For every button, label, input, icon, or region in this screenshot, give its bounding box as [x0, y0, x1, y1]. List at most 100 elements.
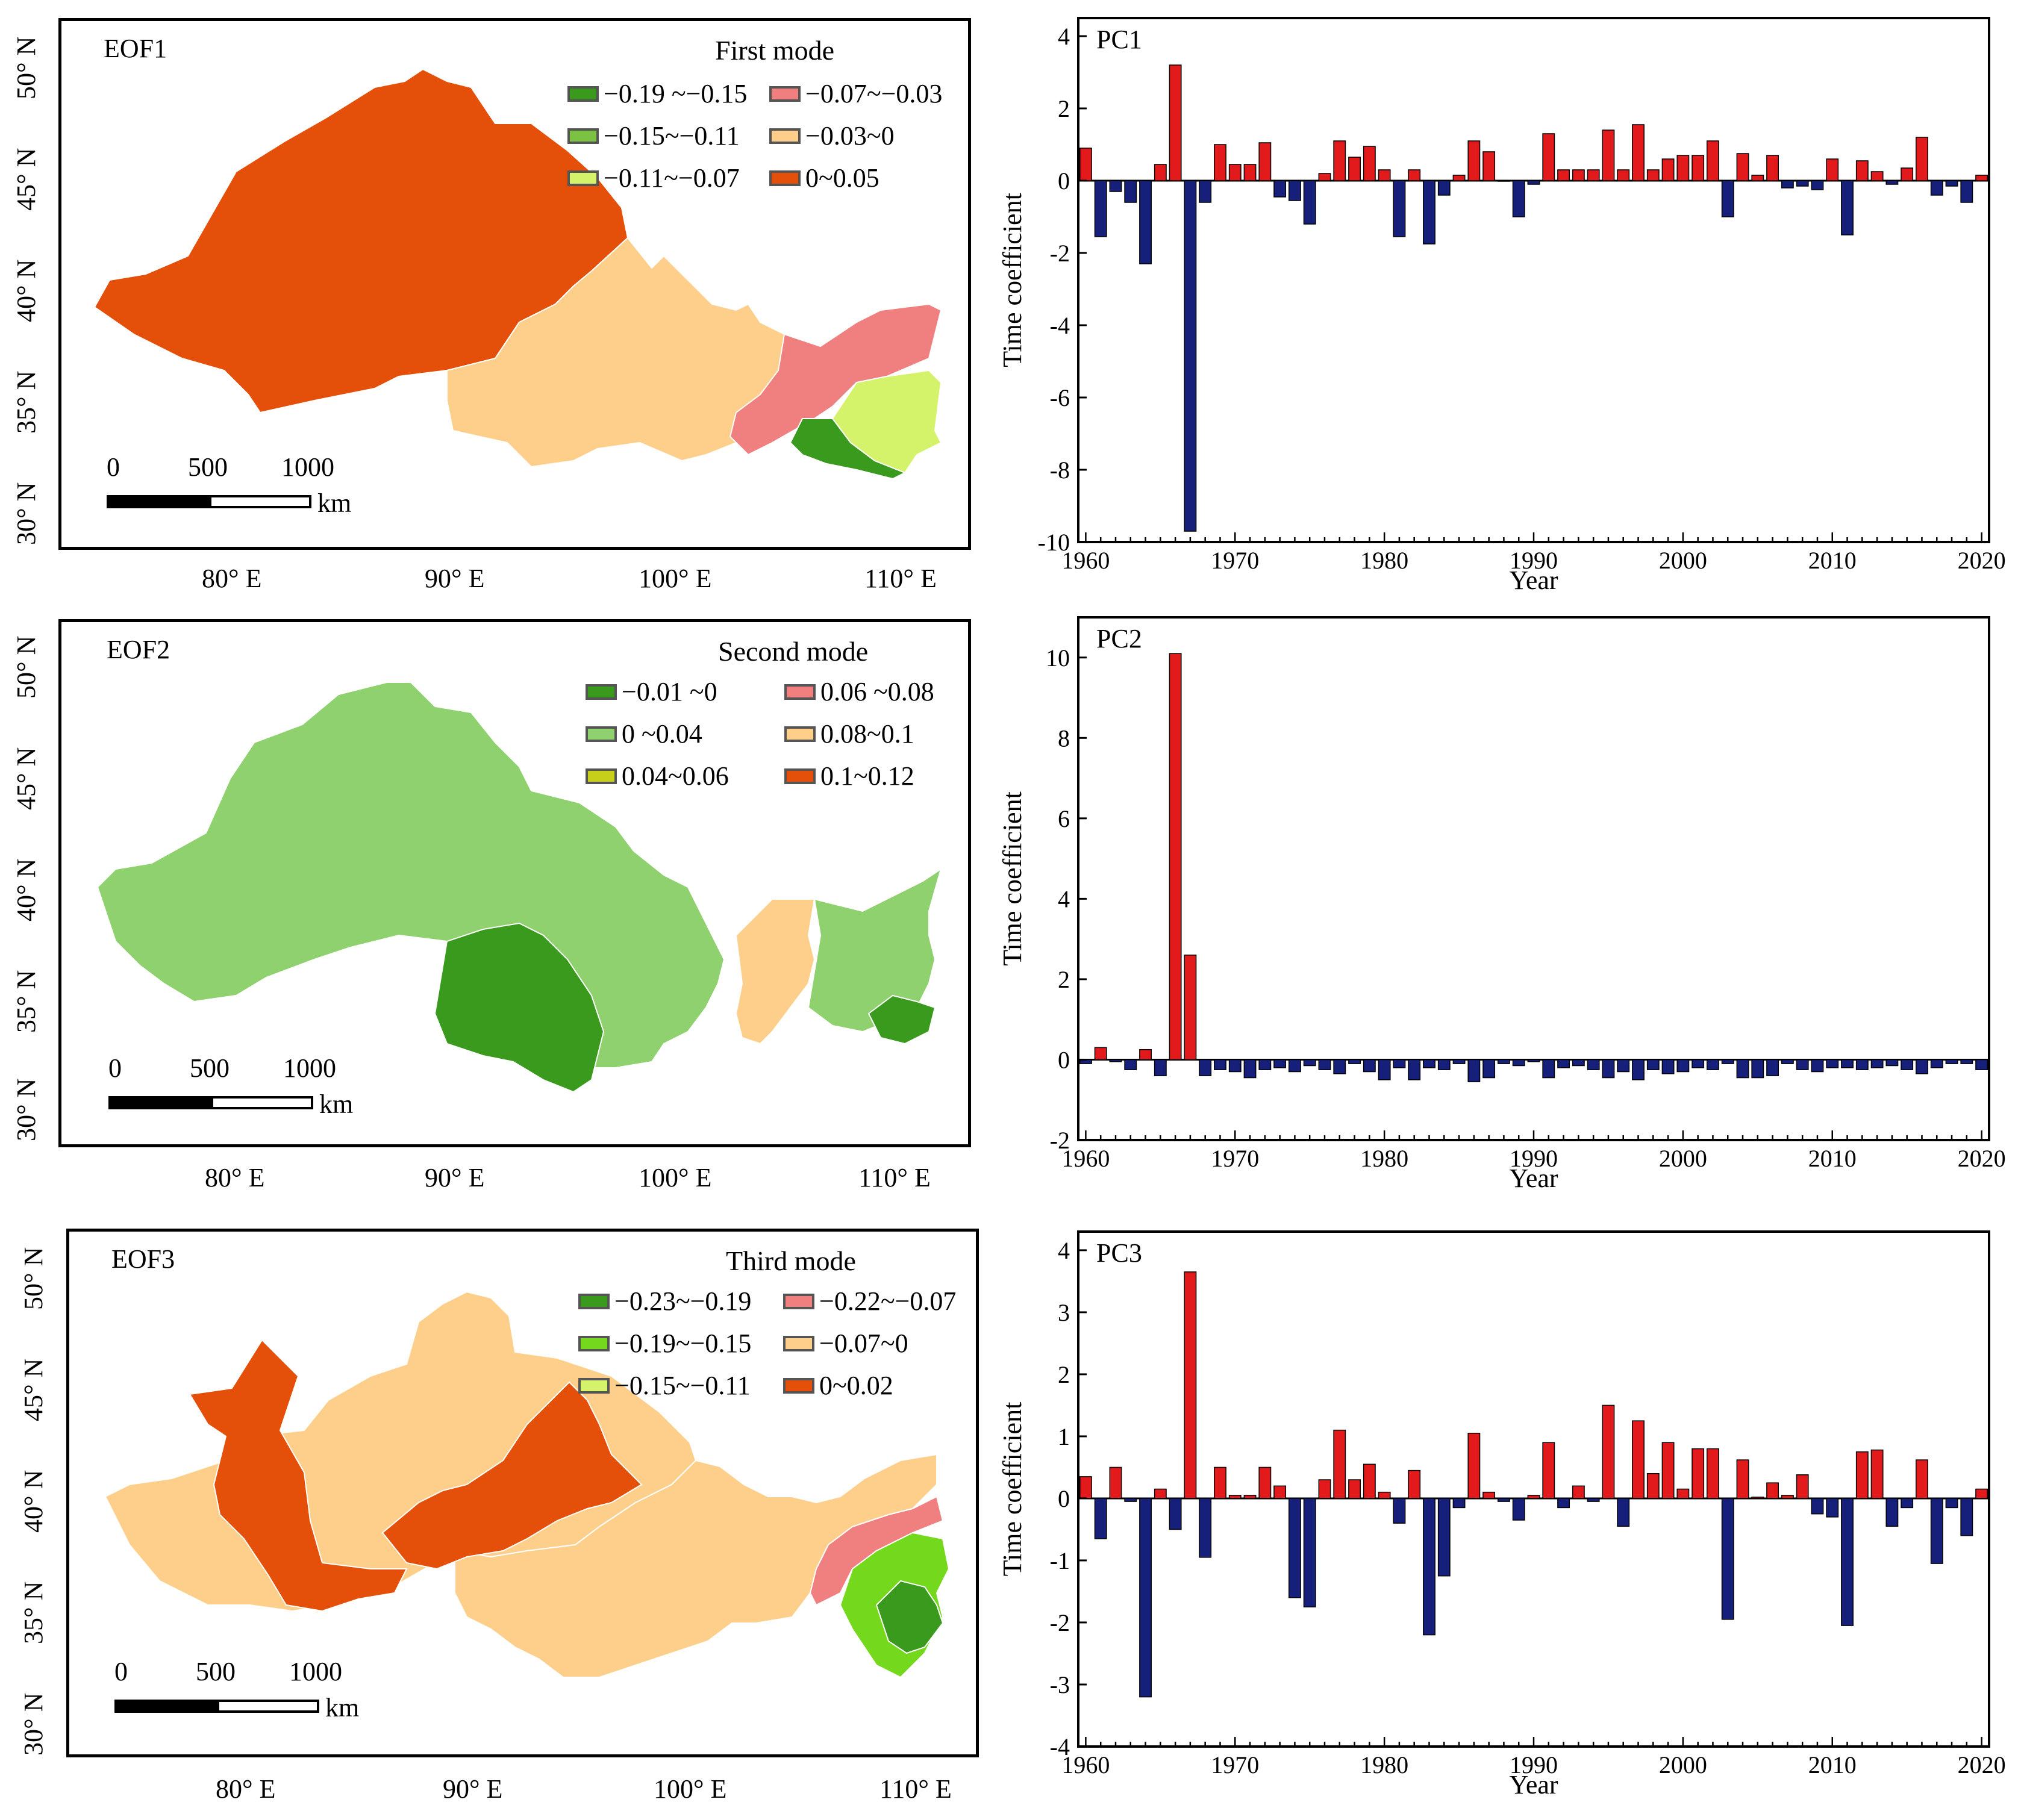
- bar: [1870, 1059, 1884, 1068]
- bar: [1617, 1059, 1630, 1073]
- scale-bar: 0 500 1000: [108, 1053, 336, 1109]
- bar: [1094, 1498, 1107, 1539]
- scale-unit: km: [325, 1693, 360, 1722]
- region-east-b: [875, 1580, 944, 1654]
- legend-item: 0~0.02: [783, 1370, 893, 1401]
- legend-swatch: [567, 128, 599, 144]
- scale-unit: km: [319, 1089, 354, 1119]
- bar: [1916, 1059, 1928, 1074]
- bar: [1437, 1059, 1451, 1070]
- bar: [1721, 180, 1734, 217]
- y-tick-label: 4: [1058, 23, 1070, 50]
- legend-title-eof3: Third mode: [726, 1245, 856, 1276]
- lon-label: 90° E: [425, 1163, 485, 1192]
- region-northwest: [93, 68, 629, 414]
- region-plateau-east: [434, 922, 605, 1093]
- bar: [1228, 1495, 1242, 1499]
- bar: [1901, 167, 1914, 181]
- bar: [1214, 144, 1226, 181]
- x-tick-label: 1960: [1061, 1145, 1110, 1172]
- legend-title-eof2: Second mode: [718, 636, 869, 667]
- bar: [1258, 142, 1272, 181]
- y-tick-label: 10: [1046, 644, 1070, 672]
- bar: [1363, 146, 1376, 181]
- bar: [1527, 1495, 1540, 1499]
- scale-bar: 0 500 1000: [107, 452, 334, 508]
- map-title-eof3: EOF3: [111, 1244, 175, 1274]
- bar: [1796, 180, 1809, 187]
- bar: [1901, 1059, 1914, 1070]
- bar: [1736, 1459, 1749, 1499]
- lat-label: 30° N: [11, 1078, 41, 1141]
- bar: [1885, 180, 1899, 185]
- bar: [1975, 1059, 1988, 1070]
- bar: [1542, 133, 1555, 181]
- scale-bar-white: [211, 1096, 313, 1109]
- bar: [1393, 1498, 1406, 1524]
- bar: [1348, 1479, 1361, 1499]
- lat-label: 30° N: [19, 1692, 48, 1756]
- bar: [1482, 151, 1496, 181]
- bar: [1855, 1059, 1869, 1070]
- bar: [1452, 1059, 1466, 1064]
- lat-label: 45° N: [11, 148, 41, 211]
- legend-item: −0.01 ~0: [586, 676, 717, 707]
- y-tick-label: -4: [1050, 1733, 1070, 1760]
- lat-label: 35° N: [19, 1581, 48, 1644]
- bar: [1452, 175, 1466, 181]
- x-tick-label: 2020: [1958, 547, 2006, 574]
- lat-label: 40° N: [19, 1469, 48, 1533]
- bar: [1124, 1498, 1137, 1502]
- y-tick-label: 2: [1058, 95, 1070, 122]
- legend-item: −0.23~−0.19: [578, 1286, 751, 1317]
- legend-swatch: [784, 726, 816, 742]
- bar: [1467, 1433, 1481, 1499]
- bar: [1975, 175, 1988, 181]
- y-axis-label: Time coefficient: [998, 193, 1027, 367]
- bar: [1184, 1271, 1197, 1499]
- bar: [1766, 1482, 1779, 1499]
- bar: [1676, 1059, 1690, 1073]
- y-tick-label: -6: [1050, 384, 1070, 411]
- bar: [1288, 1498, 1301, 1598]
- bar: [1527, 180, 1540, 185]
- bar: [1930, 1059, 1943, 1068]
- bar: [1378, 169, 1391, 181]
- y-tick-label: 8: [1058, 725, 1070, 752]
- bar: [1363, 1463, 1376, 1499]
- bar: [1557, 1059, 1570, 1068]
- bar: [1721, 1059, 1734, 1064]
- lat-label: 45° N: [19, 1358, 48, 1421]
- bar: [1692, 155, 1705, 181]
- bar: [1646, 1473, 1660, 1499]
- bar: [1916, 1459, 1928, 1499]
- bar: [1199, 1059, 1212, 1076]
- y-axis-label: Time coefficient: [998, 1402, 1027, 1577]
- bar: [1930, 180, 1943, 196]
- legend-swatch: [578, 1377, 610, 1394]
- bar: [1109, 180, 1122, 192]
- bar: [1975, 1488, 1988, 1499]
- legend-item: −0.11~−0.07: [567, 163, 740, 193]
- legend-item: −0.07~−0.03: [769, 78, 942, 109]
- bar: [1154, 164, 1167, 181]
- bar: [1885, 1059, 1899, 1067]
- legend-item: −0.03~0: [769, 120, 895, 151]
- legend-item: −0.15~−0.11: [567, 120, 740, 151]
- legend-swatch: [578, 1293, 610, 1309]
- x-tick-label: 2000: [1659, 1145, 1707, 1172]
- y-tick-label: 6: [1058, 805, 1070, 832]
- y-tick-label: -1: [1050, 1547, 1070, 1574]
- bar: [1184, 955, 1197, 1061]
- legend-title-eof1: First mode: [715, 35, 835, 66]
- bar: [1393, 1059, 1406, 1068]
- bar: [1273, 1059, 1287, 1068]
- bar: [1855, 1451, 1869, 1499]
- legend-swatch: [769, 86, 801, 102]
- y-tick-label: 3: [1058, 1299, 1070, 1326]
- region-overlay-east-arm: [381, 1381, 643, 1570]
- y-tick-label: 1: [1058, 1423, 1070, 1450]
- bar: [1512, 1498, 1525, 1521]
- bar: [1348, 1059, 1361, 1064]
